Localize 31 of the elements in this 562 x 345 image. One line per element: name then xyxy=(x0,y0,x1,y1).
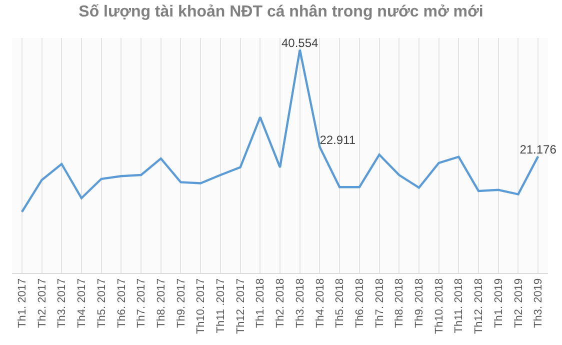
x-tick-label: Th4. 2017 xyxy=(76,278,88,328)
x-tick-label: Th5. 2017 xyxy=(96,278,108,328)
data-label: 40.554 xyxy=(282,36,319,50)
x-tick-label: Th11 .2017 xyxy=(215,278,228,334)
x-tick-label: Th4. 2018 xyxy=(314,278,326,328)
x-tick-label: Th1. 2019 xyxy=(492,278,505,328)
data-label: 21.176 xyxy=(520,142,557,156)
x-tick-label: Th6. 2017 xyxy=(116,278,128,328)
x-tick-label: Th3. 2019 xyxy=(532,278,545,328)
x-tick-label: Th10. 2017 xyxy=(195,278,208,334)
x-tick-label: Th9. 2017 xyxy=(175,278,188,328)
x-tick-label: Th10. 2018 xyxy=(433,278,446,334)
x-tick-label: Th3. 2018 xyxy=(294,278,306,328)
x-tick-label: Th6. 2018 xyxy=(354,278,366,328)
x-tick-label: Th8. 2018 xyxy=(394,278,406,328)
x-tick-label: Th2. 2019 xyxy=(512,278,525,328)
x-tick-label: Th7. 2017 xyxy=(136,278,148,328)
x-tick-label: Th12. 2018 xyxy=(473,278,486,334)
x-tick-label: Th2. 2017 xyxy=(36,278,48,328)
x-tick-label: Th1. 2017 xyxy=(16,278,29,328)
x-tick-label: Th1. 2018 xyxy=(254,278,267,328)
chart-title: Số lượng tài khoản NĐT cá nhân trong nước mở mới xyxy=(78,3,484,20)
data-label: 22.911 xyxy=(320,132,356,147)
x-tick-label: Th11. 2018 xyxy=(453,278,466,334)
x-tick-label: Th8. 2017 xyxy=(155,278,168,328)
x-tick-label: Th7. 2018 xyxy=(374,278,386,328)
x-tick-label: Th3. 2017 xyxy=(56,278,68,328)
x-tick-label: Th5. 2018 xyxy=(334,278,346,328)
x-tick-label: Th9. 2018 xyxy=(414,278,426,328)
x-tick-label: Th2. 2018 xyxy=(274,278,287,328)
x-tick-label: Th12. 2017 xyxy=(234,278,247,334)
